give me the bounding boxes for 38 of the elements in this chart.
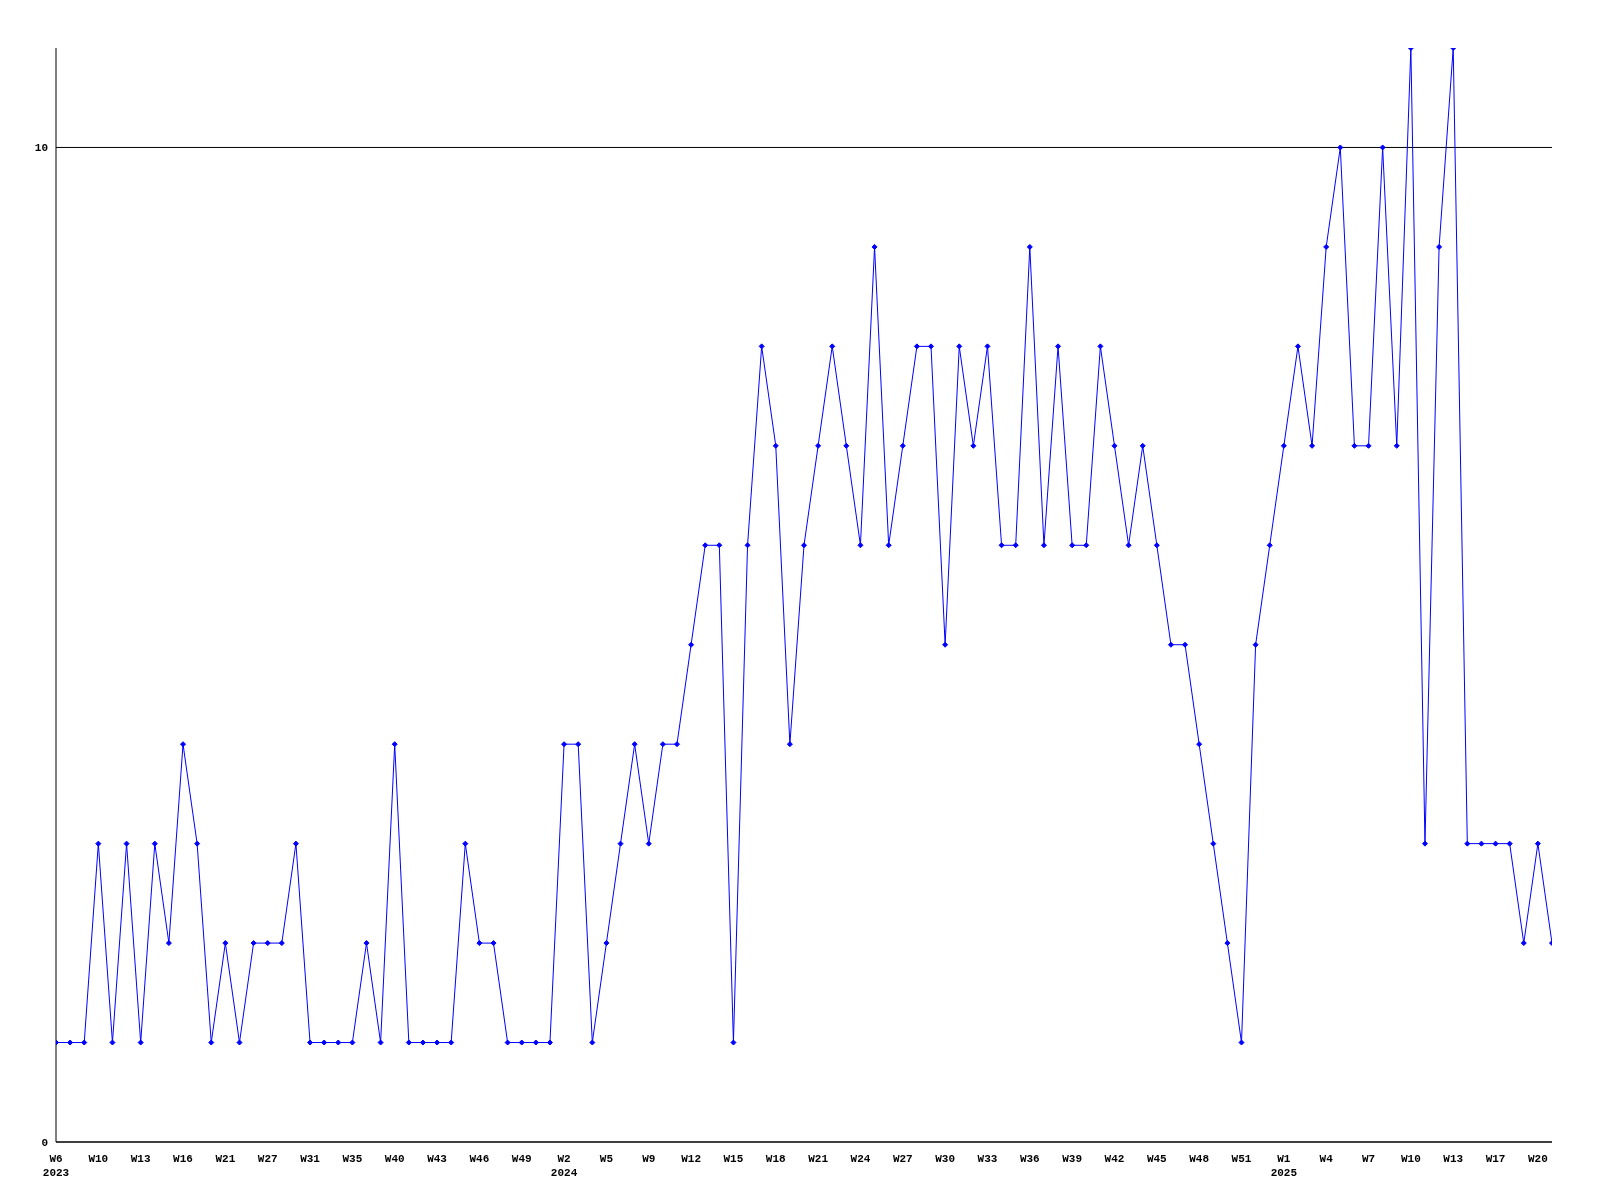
- x-tick-label: W31: [300, 1152, 321, 1165]
- x-tick-label: W48: [1189, 1152, 1210, 1165]
- x-tick-label: W24: [850, 1152, 871, 1165]
- x-tick-label: W6 2023: [42, 1152, 70, 1179]
- x-tick-label: W42: [1104, 1152, 1125, 1165]
- x-tick-label: W5: [599, 1152, 614, 1165]
- x-tick-label: W2 2024: [550, 1152, 578, 1179]
- x-tick-label: W21: [808, 1152, 829, 1165]
- y-tick-label: 10: [34, 142, 48, 155]
- x-tick-label: W30: [935, 1152, 956, 1165]
- x-tick-label: W46: [469, 1152, 490, 1165]
- x-tick-label: W39: [1062, 1152, 1083, 1165]
- x-tick-label: W40: [384, 1152, 405, 1165]
- x-tick-label: W17: [1485, 1152, 1506, 1165]
- x-tick-label: W51: [1231, 1152, 1252, 1165]
- x-tick-label: W18: [765, 1152, 787, 1165]
- x-tick-label: W36: [1019, 1152, 1040, 1165]
- x-tick-label: W45: [1146, 1152, 1168, 1165]
- x-tick-label: W15: [723, 1152, 744, 1165]
- x-tick-label: W27: [257, 1152, 278, 1165]
- x-tick-label: W10: [1400, 1152, 1421, 1165]
- x-tick-label: W21: [215, 1152, 236, 1165]
- x-tick-label: W10: [88, 1152, 109, 1165]
- x-tick-label: W13: [130, 1152, 151, 1165]
- x-tick-label: W27: [892, 1152, 913, 1165]
- x-tick-label: W4: [1319, 1152, 1334, 1165]
- y-tick-label: 0: [41, 1136, 48, 1149]
- x-tick-label: W16: [173, 1152, 193, 1165]
- x-tick-label: W12: [681, 1152, 701, 1165]
- x-tick-label: W35: [342, 1152, 363, 1165]
- x-tick-label: W49: [511, 1152, 532, 1165]
- x-tick-label: W7: [1361, 1152, 1376, 1165]
- x-tick-label: W1 2025: [1270, 1152, 1298, 1179]
- x-tick-label: W43: [427, 1152, 448, 1165]
- x-tick-label: W33: [977, 1152, 998, 1165]
- x-tick-label: W20: [1527, 1152, 1548, 1165]
- x-tick-label: W13: [1443, 1152, 1464, 1165]
- x-tick-label: W9: [642, 1152, 656, 1165]
